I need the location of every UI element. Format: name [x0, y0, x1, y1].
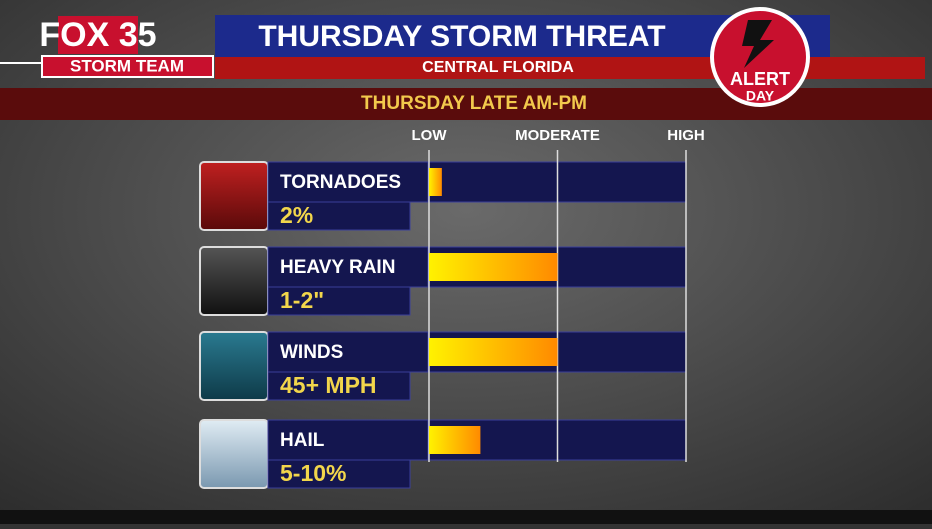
logo-station: FOX 35	[39, 16, 156, 54]
alert-badge	[714, 11, 806, 103]
icon	[199, 419, 269, 489]
amount-bar	[267, 286, 411, 316]
label-bar	[267, 419, 429, 461]
alert-day: DAY	[746, 88, 775, 104]
category-label: WINDS	[280, 342, 343, 363]
icon	[199, 161, 269, 231]
amount-bar	[267, 201, 411, 231]
x-tick-label: LOW	[412, 127, 448, 144]
amount-label: 45+ MPH	[280, 372, 377, 398]
category-label: HAIL	[280, 430, 325, 451]
label-bar	[267, 246, 429, 288]
logo-team-box	[41, 55, 214, 78]
alert-bolt	[742, 20, 774, 68]
icon	[199, 246, 269, 316]
bar	[429, 338, 558, 366]
bottom-edge	[0, 510, 932, 524]
category-label: TORNADOES	[280, 172, 401, 193]
alert-text: ALERT	[730, 69, 790, 89]
x-tick-label: HIGH	[667, 127, 705, 144]
category-label: HEAVY RAIN	[280, 257, 395, 278]
amount-label: 5-10%	[280, 460, 346, 486]
chart-title: THURSDAY STORM THREAT	[258, 20, 665, 53]
logo-box	[58, 16, 138, 54]
amount-bar	[267, 371, 411, 401]
bar	[429, 253, 558, 281]
bar	[429, 168, 442, 196]
period: THURSDAY LATE AM-PM	[361, 93, 587, 114]
chart-subtitle: CENTRAL FLORIDA	[422, 59, 574, 76]
amount-label: 1-2"	[280, 287, 324, 313]
bar	[429, 426, 481, 454]
label-bar	[267, 331, 429, 373]
icon	[199, 331, 269, 401]
x-tick-label: MODERATE	[515, 127, 600, 144]
logo-team: STORM TEAM	[70, 56, 184, 75]
amount-bar	[267, 459, 411, 489]
amount-label: 2%	[280, 202, 313, 228]
